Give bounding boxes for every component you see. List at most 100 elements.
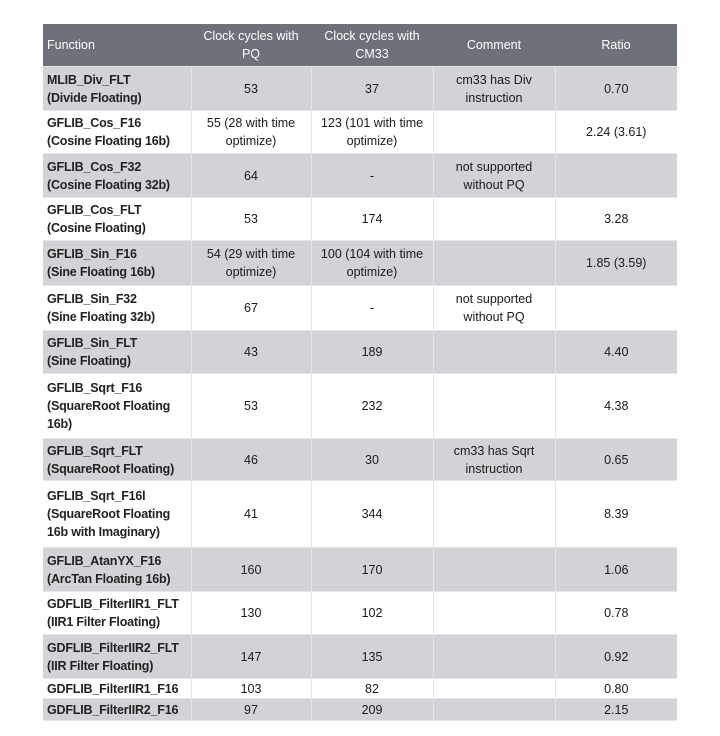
pq-cycles-cell: 97: [190, 698, 311, 721]
ratio-cell: 1.85 (3.59): [554, 240, 677, 286]
ratio-cell: 0.80: [554, 678, 677, 699]
function-name: GDFLIB_FilterIIR1_FLT: [47, 597, 179, 611]
pq-cycles-cell: 64: [190, 153, 311, 198]
cm33-cycles-cell: 174: [310, 197, 433, 241]
cm33-cycles-cell: 170: [310, 547, 433, 592]
cm33-cycles-cell: 123 (101 with time optimize): [310, 110, 433, 154]
ratio-cell: [554, 153, 677, 198]
function-name: GFLIB_Sqrt_F16l: [47, 489, 146, 503]
ratio-cell: 4.38: [554, 373, 677, 439]
function-cell: GFLIB_Sqrt_FLT (SquareRoot Floating): [43, 438, 191, 481]
function-cell: GFLIB_Cos_FLT (Cosine Floating): [43, 197, 191, 241]
function-cell: GDFLIB_FilterIIR2_FLT (IIR Filter Floatin…: [43, 634, 191, 679]
pq-cycles-cell: 54 (29 with time optimize): [190, 240, 311, 286]
function-cell: GDFLIB_FilterIIR1_FLT (IIR1 Filter Floati…: [43, 591, 191, 635]
comment-cell: [432, 110, 555, 154]
comment-cell: not supported without PQ: [432, 285, 555, 331]
table-row: GFLIB_AtanYX_F16 (ArcTan Floating 16b) 160…: [43, 547, 677, 592]
function-description: (SquareRoot Floating): [47, 461, 175, 476]
cm33-cycles-cell: 37: [310, 66, 433, 111]
table-row: MLIB_Div_FLT (Divide Floating) 53 37 cm33 ha…: [43, 66, 677, 111]
function-name: GFLIB_Sqrt_F16: [47, 381, 143, 395]
cm33-cycles-cell: -: [310, 285, 433, 331]
comment-cell: [432, 197, 555, 241]
ratio-cell: [554, 285, 677, 331]
header-cm33: Clock cycles with CM33: [311, 24, 433, 67]
pq-cycles-cell: 55 (28 with time optimize): [190, 110, 311, 154]
function-cell: MLIB_Div_FLT (Divide Floating): [43, 66, 191, 111]
function-name: GDFLIB_FilterIIR2_FLT: [47, 640, 179, 655]
cm33-cycles-cell: 209: [310, 698, 433, 721]
pq-cycles-cell: 41: [190, 480, 311, 548]
ratio-cell: 0.65: [554, 438, 677, 481]
function-name: GFLIB_Sqrt_FLT: [47, 443, 143, 458]
comment-cell: [432, 634, 555, 679]
function-name: GDFLIB_FilterIIR2_F16: [47, 702, 179, 717]
comment-cell: cm33 has Sqrt instruction: [432, 438, 555, 481]
benchmark-table: Function Clock cycles with PQ Clock cycl…: [43, 24, 677, 721]
function-name: GFLIB_Cos_F32: [47, 159, 141, 174]
comment-cell: [432, 698, 555, 721]
comment-cell: [432, 373, 555, 439]
pq-cycles-cell: 147: [190, 634, 311, 679]
table-row: GDFLIB_FilterIIR2_FLT (IIR Filter Floatin…: [43, 634, 677, 679]
ratio-cell: 8.39: [554, 480, 677, 548]
pq-cycles-cell: 43: [190, 330, 311, 374]
function-cell: GDFLIB_FilterIIR2_F16: [43, 698, 191, 721]
function-description: (ArcTan Floating 16b): [47, 571, 171, 586]
cm33-cycles-cell: 100 (104 with time optimize): [310, 240, 433, 286]
table-row: GDFLIB_FilterIIR1_FLT (IIR1 Filter Floati…: [43, 591, 677, 635]
cm33-cycles-cell: 232: [310, 373, 433, 439]
table-row: GDFLIB_FilterIIR2_F16 97 209 2.15: [43, 698, 677, 721]
function-description: (Sine Floating 32b): [47, 310, 156, 324]
function-name: MLIB_Div_FLT: [47, 72, 131, 87]
comment-cell: not supported without PQ: [432, 153, 555, 198]
function-name: GFLIB_Sin_FLT: [47, 336, 138, 350]
comment-cell: [432, 678, 555, 699]
function-description: (Cosine Floating): [47, 221, 146, 235]
comment-cell: cm33 has Div instruction: [432, 66, 555, 111]
function-description: (Sine Floating): [47, 354, 131, 368]
header-row: Function Clock cycles with PQ Clock cycl…: [43, 24, 677, 67]
comment-cell: [432, 330, 555, 374]
function-name: GFLIB_Cos_FLT: [47, 203, 142, 217]
table-row: GFLIB_Sqrt_F16 (SquareRoot Floating 16b) 5…: [43, 373, 677, 439]
function-description: (Cosine Floating 32b): [47, 177, 170, 192]
comment-cell: [432, 591, 555, 635]
pq-cycles-cell: 160: [190, 547, 311, 592]
function-cell: GFLIB_AtanYX_F16 (ArcTan Floating 16b): [43, 547, 191, 592]
cm33-cycles-cell: 135: [310, 634, 433, 679]
function-cell: GFLIB_Sqrt_F16 (SquareRoot Floating 16b): [43, 373, 191, 439]
header-pq: Clock cycles with PQ: [191, 24, 311, 67]
table-row: GFLIB_Sqrt_FLT (SquareRoot Floating) 46 30 c…: [43, 438, 677, 481]
header-ratio: Ratio: [555, 24, 677, 67]
comment-cell: [432, 240, 555, 286]
table-row: GFLIB_Cos_F32 (Cosine Floating 32b) 64- not…: [43, 153, 677, 198]
function-description: (SquareRoot Floating 16b with Imaginary): [47, 507, 171, 539]
function-cell: GFLIB_Cos_F32 (Cosine Floating 32b): [43, 153, 191, 198]
ratio-cell: 2.15: [554, 698, 677, 721]
pq-cycles-cell: 67: [190, 285, 311, 331]
table-row: GFLIB_Sin_F16 (Sine Floating 16b) 54 (29 w…: [43, 240, 677, 286]
function-description: (Sine Floating 16b): [47, 265, 156, 279]
function-description: (SquareRoot Floating 16b): [47, 399, 171, 431]
ratio-cell: 2.24 (3.61): [554, 110, 677, 154]
header-comment: Comment: [433, 24, 555, 67]
cm33-cycles-cell: 102: [310, 591, 433, 635]
table-row: GFLIB_Sqrt_F16l (SquareRoot Floating 16b …: [43, 480, 677, 548]
cm33-cycles-cell: 189: [310, 330, 433, 374]
ratio-cell: 3.28: [554, 197, 677, 241]
pq-cycles-cell: 53: [190, 197, 311, 241]
ratio-cell: 0.70: [554, 66, 677, 111]
function-cell: GFLIB_Sin_FLT (Sine Floating): [43, 330, 191, 374]
ratio-cell: 0.78: [554, 591, 677, 635]
function-name: GFLIB_Sin_F16: [47, 247, 137, 261]
table-row: GFLIB_Cos_FLT (Cosine Floating) 53 174 3.28: [43, 197, 677, 241]
comment-cell: [432, 547, 555, 592]
function-name: GFLIB_Sin_F32: [47, 292, 137, 306]
function-description: (Cosine Floating 16b): [47, 134, 170, 148]
function-name: GDFLIB_FilterIIR1_F16: [47, 681, 179, 696]
table-row: GFLIB_Sin_F32 (Sine Floating 32b) 67- not s…: [43, 285, 677, 331]
cm33-cycles-cell: 344: [310, 480, 433, 548]
function-description: (IIR Filter Floating): [47, 658, 154, 673]
